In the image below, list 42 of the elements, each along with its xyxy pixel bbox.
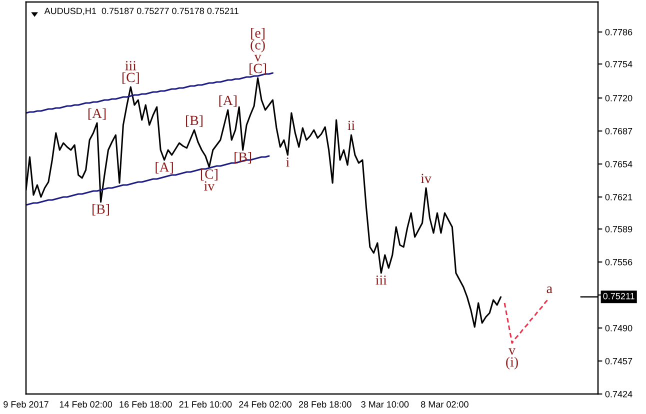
line-series	[504, 297, 550, 344]
y-tick-label: 0.7424	[605, 390, 632, 398]
annotation: [A]	[219, 95, 236, 107]
annotation: a	[546, 286, 552, 294]
y-tick-label: 0.7490	[605, 324, 632, 332]
annotation: iv	[204, 181, 215, 191]
annotation: iv	[420, 174, 432, 184]
x-tick-label: 16 Feb 18:00	[120, 400, 172, 408]
annotation: i	[286, 157, 290, 167]
annotation: [B]	[92, 204, 109, 216]
y-tick-label: 0.7457	[605, 358, 632, 364]
y-tick-label: 0.7786	[605, 28, 632, 36]
annotation: (i)	[506, 356, 518, 370]
x-tick-label: 14 Feb 02:00	[60, 400, 112, 408]
y-tick-label: 0.7720	[605, 94, 632, 102]
x-tick-label: 3 Mar 10:00	[361, 401, 409, 408]
annotation: (c)	[250, 40, 265, 52]
annotation: v	[508, 348, 516, 355]
annotation: [C]	[200, 169, 218, 181]
x-tick-label: 9 Feb 2017	[4, 400, 48, 408]
annotation: [A]	[156, 162, 173, 174]
annotation: [B]	[186, 115, 202, 127]
annotation: [e]	[251, 28, 264, 40]
x-tick-label: 24 Feb 02:00	[239, 400, 292, 408]
x-tick-label: 21 Feb 10:00	[179, 400, 232, 408]
annotation: [C]	[250, 63, 266, 75]
x-tick-label: 8 Mar 02:00	[421, 401, 468, 408]
annotation: iii	[376, 275, 387, 285]
y-tick-label: 0.7654	[605, 160, 632, 168]
annotation: v	[254, 54, 262, 62]
y-tick-label: 0.7556	[605, 258, 632, 266]
y-tick-label: 0.7687	[605, 128, 632, 134]
y-tick-label: 0.7589	[605, 226, 632, 232]
y-tick-label: 0.7754	[605, 60, 632, 68]
x-tick-label: 28 Feb 18:00	[298, 400, 352, 408]
annotation: [A]	[88, 108, 106, 120]
ref-line-label: 0.75211	[603, 292, 634, 300]
y-tick-label: 0.7621	[605, 194, 632, 200]
annotation: ii	[348, 120, 355, 130]
annotation: [C]	[122, 72, 139, 84]
text: AUDUSD,H1 0.75187 0.75277 0.75178 0.75211	[44, 8, 238, 16]
annotation: iii	[125, 61, 136, 70]
